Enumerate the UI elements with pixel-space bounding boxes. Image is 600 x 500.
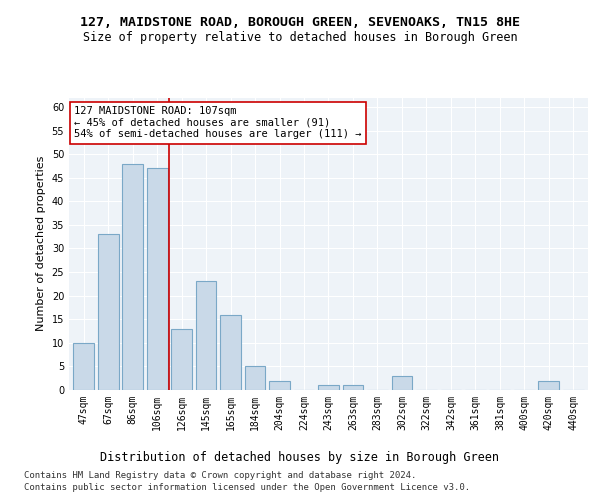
Bar [147, 168, 167, 390]
Bar [392, 376, 412, 390]
Bar [269, 380, 290, 390]
Bar [220, 314, 241, 390]
Bar [73, 343, 94, 390]
Bar [245, 366, 265, 390]
Bar [122, 164, 143, 390]
Text: 127 MAIDSTONE ROAD: 107sqm
← 45% of detached houses are smaller (91)
54% of semi: 127 MAIDSTONE ROAD: 107sqm ← 45% of deta… [74, 106, 362, 140]
Text: Distribution of detached houses by size in Borough Green: Distribution of detached houses by size … [101, 451, 499, 464]
Bar [318, 386, 339, 390]
Text: Contains public sector information licensed under the Open Government Licence v3: Contains public sector information licen… [24, 483, 470, 492]
Bar [171, 328, 192, 390]
Bar [196, 282, 217, 390]
Bar [343, 386, 364, 390]
Text: Contains HM Land Registry data © Crown copyright and database right 2024.: Contains HM Land Registry data © Crown c… [24, 472, 416, 480]
Bar [538, 380, 559, 390]
Text: Size of property relative to detached houses in Borough Green: Size of property relative to detached ho… [83, 31, 517, 44]
Bar [98, 234, 119, 390]
Y-axis label: Number of detached properties: Number of detached properties [36, 156, 46, 332]
Text: 127, MAIDSTONE ROAD, BOROUGH GREEN, SEVENOAKS, TN15 8HE: 127, MAIDSTONE ROAD, BOROUGH GREEN, SEVE… [80, 16, 520, 29]
